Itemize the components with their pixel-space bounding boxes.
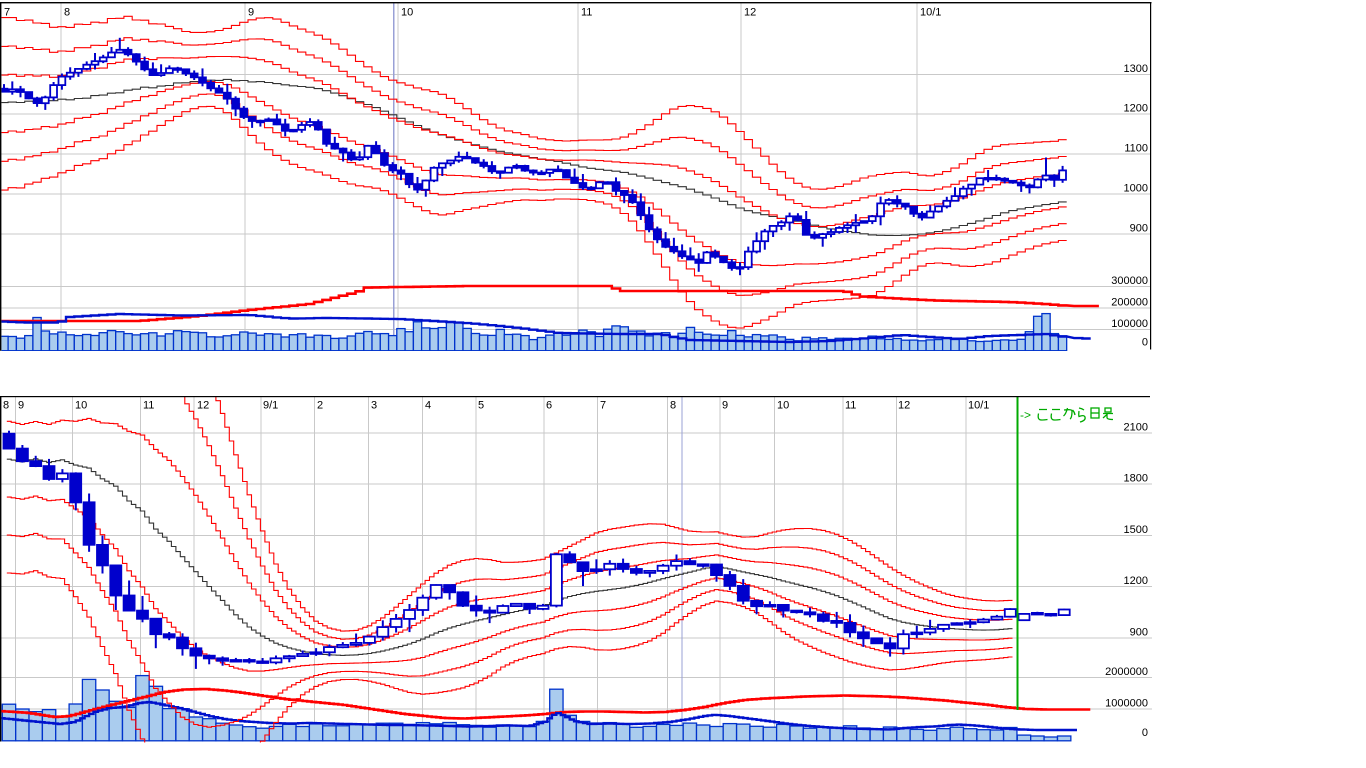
svg-text:1200: 1200 bbox=[1124, 575, 1148, 587]
svg-text:1100: 1100 bbox=[1124, 143, 1148, 155]
svg-text:10/1: 10/1 bbox=[968, 400, 989, 412]
svg-text:10/1: 10/1 bbox=[920, 7, 941, 19]
svg-text:5: 5 bbox=[478, 400, 484, 412]
svg-text:9: 9 bbox=[18, 400, 24, 412]
svg-text:11: 11 bbox=[845, 400, 856, 412]
svg-text:0: 0 bbox=[1142, 727, 1148, 739]
svg-text:1000000: 1000000 bbox=[1105, 698, 1148, 710]
svg-text:0: 0 bbox=[1142, 337, 1148, 349]
svg-text:->: -> bbox=[1020, 408, 1031, 422]
svg-text:2: 2 bbox=[317, 400, 323, 412]
svg-text:8: 8 bbox=[64, 7, 70, 19]
svg-text:1500: 1500 bbox=[1124, 524, 1148, 536]
svg-text:12: 12 bbox=[898, 400, 910, 412]
svg-text:1200: 1200 bbox=[1124, 103, 1148, 115]
svg-text:900: 900 bbox=[1130, 222, 1148, 234]
svg-text:10: 10 bbox=[401, 7, 413, 19]
svg-text:3: 3 bbox=[371, 400, 377, 412]
svg-text:900: 900 bbox=[1130, 626, 1148, 638]
svg-text:1300: 1300 bbox=[1124, 63, 1148, 75]
svg-text:11: 11 bbox=[143, 400, 154, 412]
svg-text:7: 7 bbox=[600, 400, 606, 412]
svg-text:6: 6 bbox=[546, 400, 552, 412]
svg-text:200000: 200000 bbox=[1111, 297, 1148, 309]
svg-text:10: 10 bbox=[777, 400, 789, 412]
svg-text:1800: 1800 bbox=[1124, 473, 1148, 485]
svg-text:8: 8 bbox=[670, 400, 676, 412]
svg-text:8: 8 bbox=[3, 400, 9, 412]
svg-text:300000: 300000 bbox=[1111, 275, 1148, 287]
svg-text:9: 9 bbox=[722, 400, 728, 412]
svg-text:7: 7 bbox=[4, 7, 10, 19]
svg-text:12: 12 bbox=[197, 400, 209, 412]
svg-text:1000: 1000 bbox=[1124, 183, 1148, 195]
svg-text:100000: 100000 bbox=[1111, 318, 1148, 330]
svg-text:9/1: 9/1 bbox=[263, 400, 278, 412]
svg-text:9: 9 bbox=[248, 7, 254, 19]
svg-text:2000000: 2000000 bbox=[1105, 666, 1148, 678]
svg-text:4: 4 bbox=[425, 400, 431, 412]
svg-text:12: 12 bbox=[744, 7, 756, 19]
svg-text:2100: 2100 bbox=[1124, 422, 1148, 434]
svg-text:10: 10 bbox=[75, 400, 87, 412]
svg-text:11: 11 bbox=[581, 7, 592, 19]
